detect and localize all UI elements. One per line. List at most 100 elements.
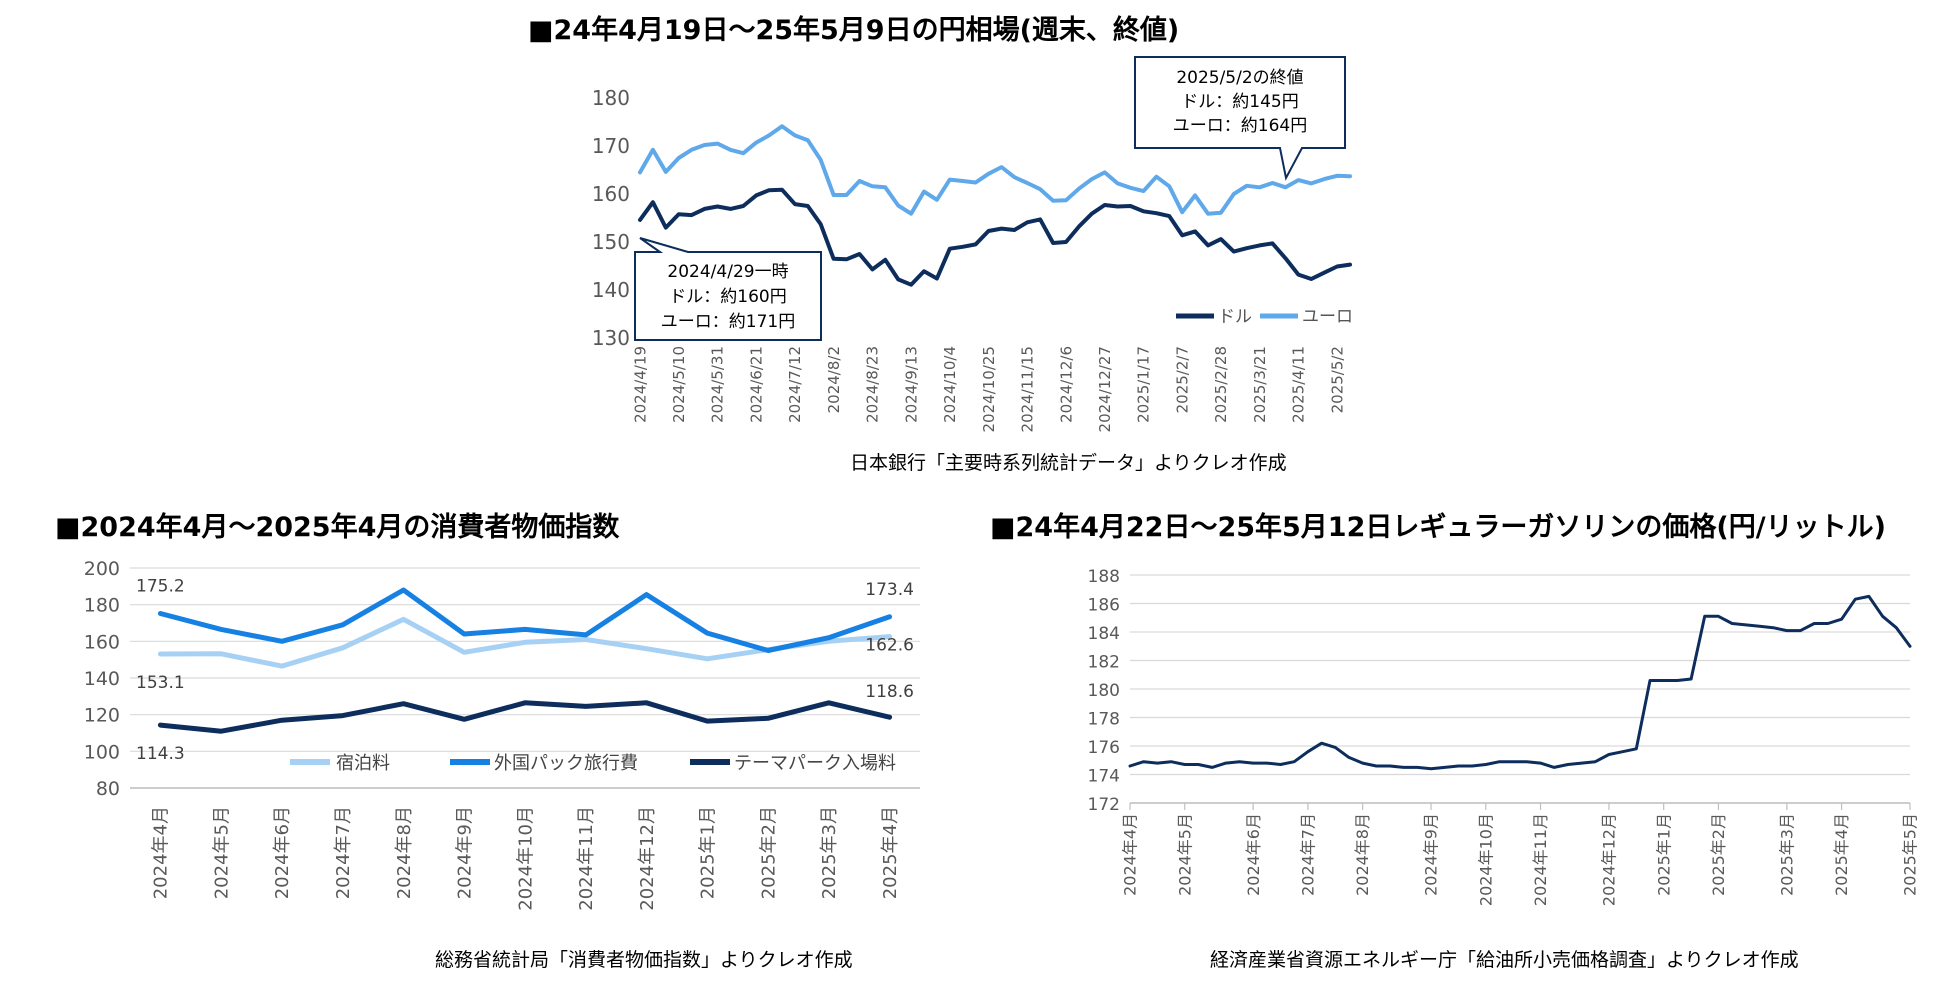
y-tick-label: 172 — [1088, 795, 1120, 815]
x-tick-label: 2024年5月 — [1175, 813, 1194, 896]
data-label: 114.3 — [136, 744, 185, 764]
x-tick-label: 2024/11/15 — [1019, 346, 1037, 432]
series-line-ドル — [638, 187, 1352, 287]
x-tick-label: 2024/4/19 — [631, 346, 649, 423]
gas-chart-title: ■24年4月22日～25年5月12日レギュラーガソリンの価格(円/リットル) — [990, 512, 1886, 543]
legend-label-package-tour: 外国パック旅行費 — [494, 753, 638, 774]
x-tick-label: 2024年10月 — [1476, 813, 1495, 906]
cpi-legend: 宿泊料 外国パック旅行費 テーマパーク入場料 — [290, 753, 896, 774]
series-line-ユーロ — [638, 124, 1352, 216]
yen-chart-source: 日本銀行「主要時系列統計データ」よりクレオ作成 — [850, 452, 1287, 474]
y-tick-label: 170 — [592, 134, 630, 158]
x-tick-label: 2024年7月 — [333, 806, 354, 899]
y-tick-label: 150 — [592, 230, 630, 254]
x-tick-label: 2025/4/11 — [1290, 346, 1308, 423]
x-tick-label: 2024/7/12 — [786, 346, 804, 423]
x-tick-label: 2025年4月 — [880, 806, 901, 899]
y-tick-label: 160 — [84, 631, 120, 653]
legend-label-dollar: ドル — [1218, 307, 1252, 327]
x-tick-label: 2024/12/6 — [1057, 346, 1075, 423]
data-label: 118.6 — [865, 682, 914, 702]
callout-peak-box — [634, 237, 822, 341]
x-tick-label: 2025年3月 — [819, 806, 840, 899]
y-tick-label: 140 — [84, 668, 120, 690]
x-tick-label: 2024/10/4 — [941, 346, 959, 423]
callout-latest: 2025/5/2の終値 ドル：約145円 ユーロ：約164円 — [1134, 56, 1346, 181]
x-tick-label: 2024年11月 — [1531, 813, 1550, 906]
series-line-宿泊料 — [157, 616, 893, 669]
x-tick-label: 2025年5月 — [1901, 813, 1920, 896]
y-tick-label: 100 — [84, 741, 120, 763]
y-tick-label: 176 — [1088, 738, 1120, 758]
y-tick-label: 182 — [1088, 653, 1120, 673]
y-tick-label: 180 — [1088, 681, 1120, 701]
x-tick-label: 2024年9月 — [455, 806, 476, 899]
x-tick-label: 2024/6/21 — [747, 346, 765, 423]
y-tick-label: 130 — [592, 326, 630, 350]
x-tick-label: 2024/12/27 — [1096, 346, 1114, 432]
x-tick-label: 2024年4月 — [1121, 813, 1140, 896]
x-tick-label: 2024年6月 — [272, 806, 293, 899]
x-tick-label: 2025/1/17 — [1135, 346, 1153, 423]
data-label: 162.6 — [865, 636, 914, 656]
legend-label-lodging: 宿泊料 — [336, 753, 390, 774]
callout-peak-line-1: 2024/4/29一時 — [667, 262, 788, 282]
yen-chart-title: ■24年4月19日～25年5月9日の円相場(週末、終値) — [528, 15, 1180, 46]
callout-peak-line-3: ユーロ：約171円 — [661, 312, 795, 332]
y-tick-label: 188 — [1088, 567, 1120, 587]
data-label: 153.1 — [136, 673, 185, 693]
data-label: 173.4 — [865, 580, 914, 600]
callout-latest-line-3: ユーロ：約164円 — [1173, 116, 1307, 136]
y-tick-label: 140 — [592, 278, 630, 302]
x-tick-label: 2024年6月 — [1244, 813, 1263, 896]
x-tick-label: 2024年11月 — [576, 806, 597, 911]
x-tick-label: 2024年7月 — [1298, 813, 1317, 896]
y-tick-label: 174 — [1088, 767, 1120, 787]
x-tick-label: 2024年12月 — [1600, 813, 1619, 906]
x-tick-label: 2024/5/10 — [670, 346, 688, 423]
x-tick-label: 2024/10/25 — [980, 346, 998, 432]
x-tick-label: 2025年1月 — [1654, 813, 1673, 896]
x-tick-label: 2024/5/31 — [709, 346, 727, 423]
callout-latest-line-2: ドル：約145円 — [1181, 92, 1298, 112]
x-tick-label: 2024年12月 — [637, 806, 658, 911]
x-tick-label: 2025/3/21 — [1251, 346, 1269, 423]
legend-label-euro: ユーロ — [1302, 307, 1353, 327]
y-tick-label: 200 — [84, 558, 120, 580]
callout-peak-line-2: ドル：約160円 — [669, 287, 786, 307]
gasoline-chart: 172 174 176 178 180 182 184 186 188 2024年4月 2024年… — [1088, 567, 1920, 906]
x-tick-label: 2024年4月 — [151, 806, 172, 899]
gas-chart-source: 経済産業省資源エネルギー庁「給油所小売価格調査」よりクレオ作成 — [1210, 949, 1799, 971]
x-tick-label: 2025年2月 — [1709, 813, 1728, 896]
cpi-chart-title: ■2024年4月～2025年4月の消費者物価指数 — [55, 512, 620, 543]
x-tick-label: 2024/9/13 — [902, 346, 920, 423]
yen-exchange-chart: 130 140 150 160 170 180 2024/4/19 2024/5/10 202… — [592, 56, 1353, 432]
x-tick-label: 2024年5月 — [211, 806, 232, 899]
y-tick-label: 186 — [1088, 596, 1120, 616]
x-tick-label: 2024年8月 — [394, 806, 415, 899]
x-tick-label: 2024年9月 — [1422, 813, 1441, 896]
x-tick-label: 2025/2/28 — [1212, 346, 1230, 423]
y-tick-label: 184 — [1088, 624, 1120, 644]
y-tick-label: 178 — [1088, 710, 1120, 730]
x-tick-label: 2025年2月 — [758, 806, 779, 899]
y-tick-label: 180 — [592, 86, 630, 110]
legend-label-theme-park: テーマパーク入場料 — [734, 753, 896, 774]
cpi-chart: 80 100 120 140 160 180 200 2024年4月 2024年5月 2024年… — [84, 558, 920, 911]
x-tick-label: 2024/8/2 — [825, 346, 843, 413]
callout-latest-box — [1134, 56, 1346, 181]
x-tick-label: 2024年10月 — [515, 806, 536, 911]
data-label: 175.2 — [136, 576, 185, 596]
callout-latest-line-1: 2025/5/2の終値 — [1176, 68, 1303, 88]
series-line-外国パック旅行費 — [157, 587, 893, 653]
y-tick-label: 180 — [84, 595, 120, 617]
y-tick-label: 80 — [96, 778, 120, 800]
x-tick-label: 2024年8月 — [1353, 813, 1372, 896]
y-tick-label: 160 — [592, 182, 630, 206]
series-line-レギュラーガソリン — [1128, 594, 1912, 771]
callout-peak: 2024/4/29一時 ドル：約160円 ユーロ：約171円 — [634, 237, 822, 341]
y-tick-label: 120 — [84, 705, 120, 727]
cpi-chart-source: 総務省統計局「消費者物価指数」よりクレオ作成 — [435, 949, 853, 971]
x-tick-label: 2025年4月 — [1832, 813, 1851, 896]
series-line-テーマパーク入場料 — [157, 700, 893, 734]
